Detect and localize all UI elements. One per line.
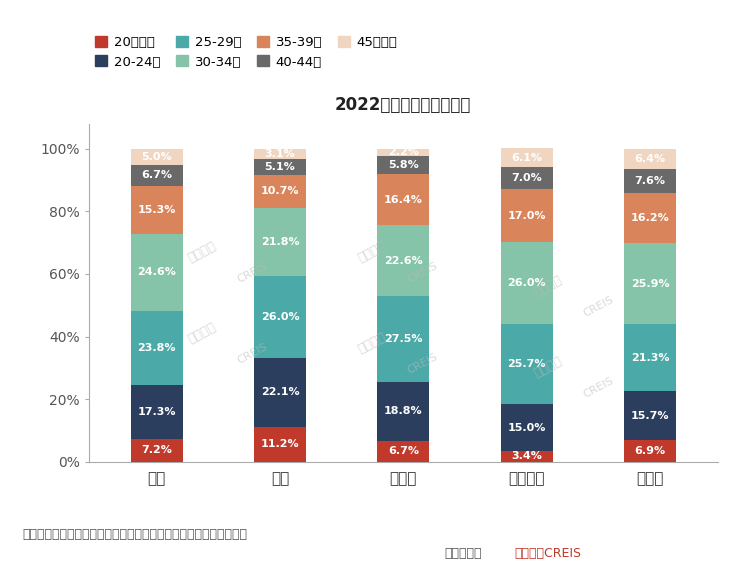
Text: 25.7%: 25.7% <box>508 359 546 369</box>
Text: 6.7%: 6.7% <box>141 171 172 180</box>
Text: 26.0%: 26.0% <box>260 312 299 322</box>
Text: 15.7%: 15.7% <box>630 410 669 421</box>
Bar <box>624 440 676 462</box>
Bar <box>624 243 676 324</box>
Text: CREIS: CREIS <box>406 260 439 285</box>
Text: 22.1%: 22.1% <box>260 387 299 397</box>
Text: CREIS: CREIS <box>582 294 615 319</box>
Bar <box>131 186 183 234</box>
Text: 中指数据: 中指数据 <box>186 320 218 346</box>
Text: 15.0%: 15.0% <box>508 423 546 432</box>
Text: 6.4%: 6.4% <box>634 154 665 164</box>
Text: 2.2%: 2.2% <box>388 148 419 157</box>
Text: 注：强二线城市包括天津、杭州、南京、武汉、成都、重庆、苏州。: 注：强二线城市包括天津、杭州、南京、武汉、成都、重庆、苏州。 <box>22 528 247 540</box>
Text: 27.5%: 27.5% <box>384 334 423 344</box>
Bar <box>377 174 429 225</box>
Text: CREIS: CREIS <box>406 351 439 376</box>
Text: 17.3%: 17.3% <box>138 407 176 417</box>
Text: 5.8%: 5.8% <box>388 160 419 170</box>
Bar <box>624 324 676 391</box>
Text: 17.0%: 17.0% <box>508 211 546 221</box>
Bar <box>377 156 429 174</box>
Bar <box>501 404 553 451</box>
Text: 6.9%: 6.9% <box>634 446 665 456</box>
Bar <box>624 391 676 440</box>
Text: 中指数据: 中指数据 <box>531 354 565 380</box>
Bar <box>254 208 306 276</box>
Bar <box>501 189 553 243</box>
Title: 2022年租客年龄结构分布: 2022年租客年龄结构分布 <box>335 96 471 114</box>
Bar <box>254 358 306 427</box>
Bar <box>254 175 306 208</box>
Text: 中指数据: 中指数据 <box>186 239 218 265</box>
Text: 11.2%: 11.2% <box>260 439 299 449</box>
Bar <box>131 439 183 462</box>
Text: 5.0%: 5.0% <box>141 152 172 162</box>
Text: 15.3%: 15.3% <box>138 205 176 215</box>
Text: 24.6%: 24.6% <box>137 267 176 277</box>
Bar <box>377 296 429 382</box>
Bar <box>377 225 429 296</box>
Bar <box>131 149 183 165</box>
Bar <box>501 243 553 324</box>
Text: 5.1%: 5.1% <box>265 162 295 172</box>
Bar <box>624 169 676 193</box>
Text: 23.8%: 23.8% <box>138 343 176 353</box>
Bar <box>624 193 676 243</box>
Text: 中指数据: 中指数据 <box>531 273 565 299</box>
Text: 21.3%: 21.3% <box>630 352 669 363</box>
Text: 3.1%: 3.1% <box>265 149 295 159</box>
Text: 6.7%: 6.7% <box>388 446 419 456</box>
Bar <box>131 165 183 186</box>
Bar <box>501 451 553 462</box>
Bar <box>501 167 553 189</box>
Text: 数据来源：: 数据来源： <box>444 547 482 560</box>
Text: 16.2%: 16.2% <box>630 213 670 223</box>
Text: 6.1%: 6.1% <box>511 153 542 163</box>
Bar <box>624 149 676 169</box>
Text: 3.4%: 3.4% <box>511 452 542 461</box>
Bar <box>131 234 183 311</box>
Text: 中指数据: 中指数据 <box>355 330 388 356</box>
Legend: 20岁以下, 20-24岁, 25-29岁, 30-34岁, 35-39岁, 40-44岁, 45岁以上: 20岁以下, 20-24岁, 25-29岁, 30-34岁, 35-39岁, 4… <box>95 36 397 69</box>
Text: 10.7%: 10.7% <box>260 186 299 196</box>
Bar <box>254 159 306 175</box>
Bar <box>254 427 306 462</box>
Bar <box>377 149 429 156</box>
Text: CREIS: CREIS <box>582 375 615 400</box>
Text: 16.4%: 16.4% <box>384 195 423 204</box>
Text: CREIS: CREIS <box>235 341 269 366</box>
Bar <box>501 148 553 167</box>
Text: 7.2%: 7.2% <box>141 445 172 455</box>
Text: 21.8%: 21.8% <box>260 237 299 247</box>
Bar <box>131 311 183 385</box>
Text: 7.0%: 7.0% <box>511 173 542 184</box>
Bar <box>377 382 429 441</box>
Text: 22.6%: 22.6% <box>384 256 423 266</box>
Bar <box>377 441 429 462</box>
Bar <box>501 324 553 404</box>
Bar <box>254 149 306 159</box>
Bar <box>131 385 183 439</box>
Text: 18.8%: 18.8% <box>384 406 423 416</box>
Text: CREIS: CREIS <box>235 260 269 285</box>
Text: 25.9%: 25.9% <box>630 279 669 289</box>
Text: 7.6%: 7.6% <box>634 176 665 186</box>
Text: 中指数据CREIS: 中指数据CREIS <box>514 547 582 560</box>
Text: 26.0%: 26.0% <box>508 278 546 288</box>
Bar <box>254 276 306 358</box>
Text: 中指数据: 中指数据 <box>355 239 388 265</box>
